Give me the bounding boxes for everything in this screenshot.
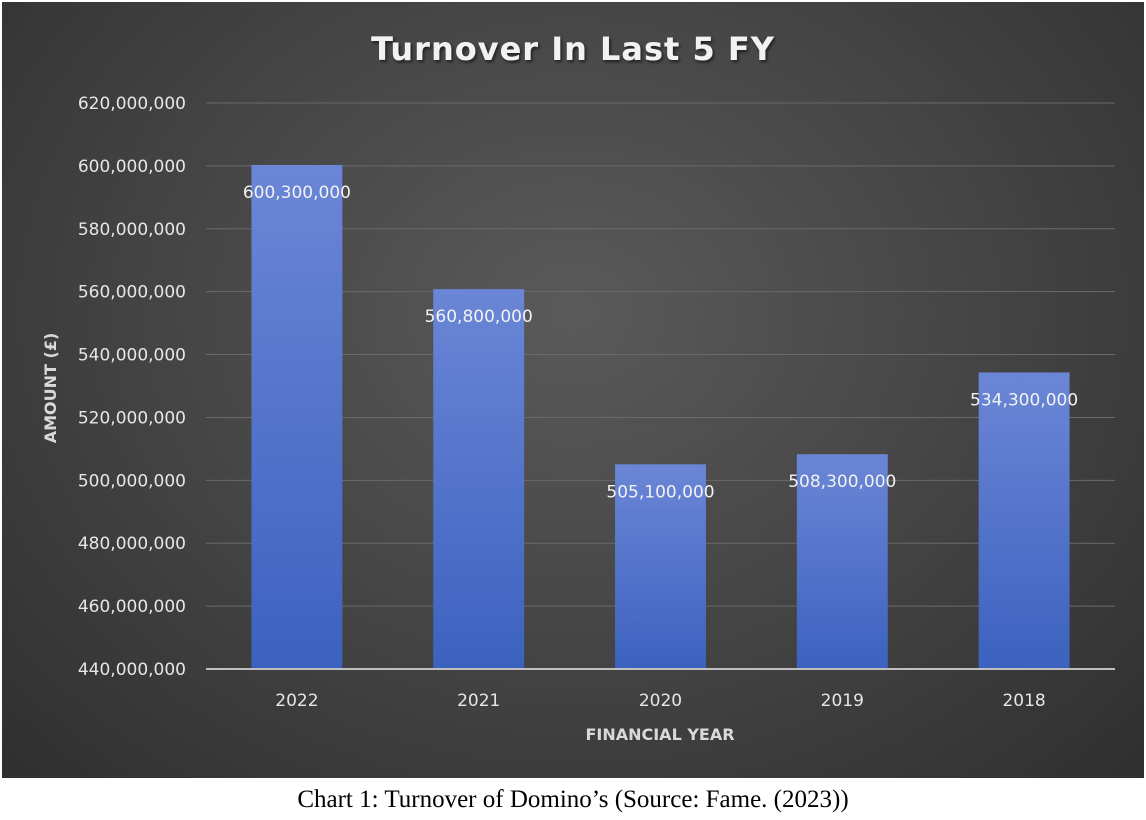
x-tick-label: 2018 (1002, 691, 1045, 711)
y-tick-label: 520,000,000 (78, 408, 186, 428)
x-axis-title: FINANCIAL YEAR (585, 725, 734, 744)
x-tick-label: 2020 (639, 691, 682, 711)
bar-2021 (433, 289, 525, 669)
y-tick-label: 500,000,000 (78, 471, 186, 491)
data-label-2022: 600,300,000 (243, 183, 351, 203)
y-axis-ticks: 440,000,000 460,000,000 480,000,000 500,000… (78, 94, 186, 680)
data-label-2019: 508,300,000 (788, 472, 896, 492)
x-axis-ticks: 2022 2021 2020 2019 2018 (275, 691, 1045, 711)
bar-2022 (251, 164, 343, 669)
y-tick-label: 600,000,000 (78, 157, 186, 177)
data-labels: 600,300,000 560,800,000 505,100,000 508,300… (243, 183, 1078, 502)
bar-chart: Turnover In Last 5 FY 440,000,000 460,000… (41, 30, 1115, 744)
y-tick-label: 540,000,000 (78, 346, 186, 366)
bars (251, 164, 1070, 669)
chart-panel: Turnover In Last 5 FY 440,000,000 460,000… (2, 2, 1144, 778)
y-tick-label: 620,000,000 (78, 94, 186, 114)
y-tick-label: 580,000,000 (78, 220, 186, 240)
data-label-2018: 534,300,000 (970, 390, 1078, 410)
x-tick-label: 2022 (275, 691, 318, 711)
bar-2018 (978, 372, 1070, 669)
chart-title: Turnover In Last 5 FY (371, 30, 775, 68)
bar-2020 (615, 464, 706, 669)
y-tick-label: 480,000,000 (78, 534, 186, 554)
figure-caption: Chart 1: Turnover of Domino’s (Source: F… (297, 786, 849, 813)
data-label-2020: 505,100,000 (606, 482, 714, 502)
y-axis-title: AMOUNT (£) (41, 333, 60, 444)
x-tick-label: 2021 (457, 691, 500, 711)
data-label-2021: 560,800,000 (425, 307, 533, 327)
y-tick-label: 440,000,000 (78, 660, 186, 680)
y-tick-label: 560,000,000 (78, 283, 186, 303)
bar-2019 (796, 454, 888, 669)
x-tick-label: 2019 (821, 691, 864, 711)
y-tick-label: 460,000,000 (78, 597, 186, 617)
gridlines (206, 102, 1115, 607)
